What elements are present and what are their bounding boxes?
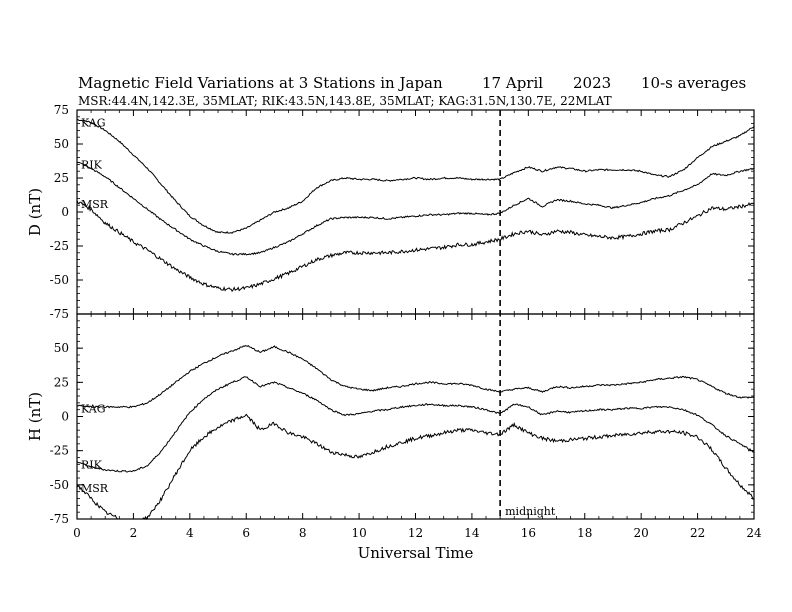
chart-title: Magnetic Field Variations at 3 Stations … [78,74,443,92]
panel-frame-H [76,313,755,520]
x-tick-label: 16 [521,526,536,540]
x-tick-label: 6 [242,526,250,540]
y-tick-label-H: -75 [50,512,69,526]
series-label-kag-D: KAG [81,117,106,130]
y-tick-label-D: 0 [61,205,69,219]
chart-date-year: 2023 [573,74,611,92]
x-tick-label: 24 [746,526,762,540]
x-tick-label: 12 [408,526,423,540]
series-line-msr-H [76,413,755,521]
y-tick-label-H: 50 [54,341,69,355]
y-tick-label-H: 25 [54,375,69,389]
y-tick-label-D: -50 [50,273,69,287]
chart-date-day: 17 April [482,74,543,92]
series-line-rik-H [76,376,755,473]
y-axis-label-H: H (nT) [26,392,44,441]
series-label-kag-H: KAG [81,403,106,416]
x-tick-label: 8 [299,526,307,540]
x-tick-label: 0 [73,526,81,540]
x-tick-label: 4 [186,526,194,540]
y-tick-label-H: -25 [50,444,69,458]
plot-area: 75 50 25 0 -25 -50 -75 D (nT) KAG RIK MSR 50 25 0 -25 -… [26,103,762,562]
y-tick-label-D: 75 [54,103,69,117]
y-tick-label-D: 50 [54,137,69,151]
midnight-label: midnight [505,505,556,518]
x-axis-label: Universal Time [358,544,474,562]
series-label-rik-H: RIK [81,459,103,472]
y-tick-label-H: 0 [61,410,69,424]
y-tick-label-D: 25 [54,171,69,185]
y-tick-label-D: -25 [50,239,69,253]
series-line-kag-D [76,119,755,234]
x-tick-label: 22 [690,526,705,540]
x-tick-label: 14 [464,526,480,540]
chart-averaging: 10-s averages [641,74,746,92]
y-tick-label-D: -75 [50,307,69,321]
series-line-kag-H [76,345,755,409]
y-tick-label-H: -50 [50,478,69,492]
panel-frame-D [76,109,755,315]
series-label-msr-H: MSR [81,482,109,495]
y-axis-label-D: D (nT) [26,188,44,236]
x-tick-label: 10 [351,526,366,540]
series-line-rik-D [76,161,754,256]
x-tick-label: 18 [577,526,592,540]
x-tick-label: 2 [130,526,138,540]
x-tick-label: 20 [634,526,649,540]
series-label-rik-D: RIK [81,159,103,172]
series-label-msr-D: MSR [81,198,109,211]
station-coordinates: MSR:44.4N,142.3E, 35MLAT; RIK:43.5N,143.… [78,94,612,108]
series-line-msr-D [76,200,755,293]
